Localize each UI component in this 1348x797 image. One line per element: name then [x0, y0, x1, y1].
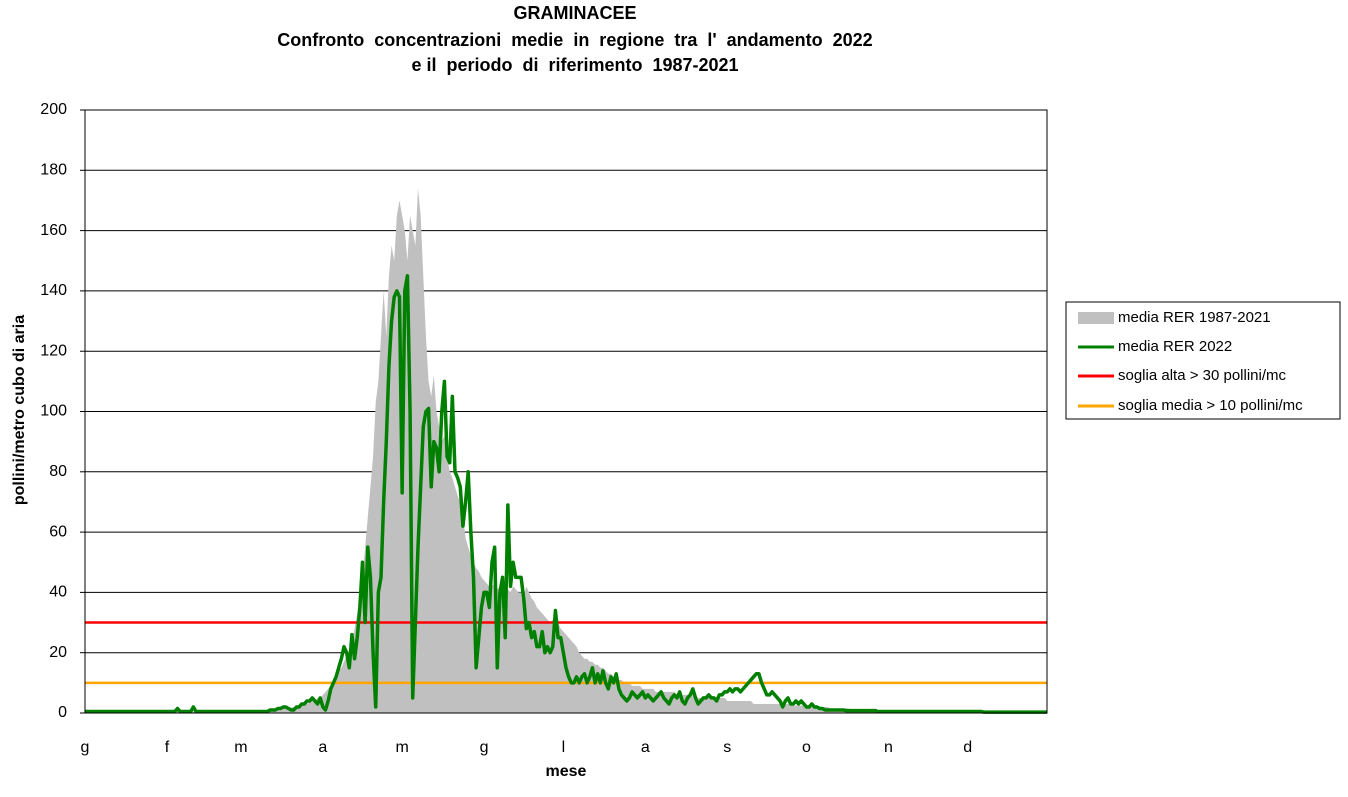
chart-title: GRAMINACEE: [513, 3, 636, 23]
area: [85, 188, 1047, 713]
plot-frame: [84, 109, 1048, 714]
y-tick-label: 140: [40, 282, 67, 299]
y-tick-label: 0: [58, 704, 67, 721]
chart-subtitle: e il periodo di riferimento 1987-2021: [411, 55, 738, 75]
x-tick-label: m: [395, 739, 408, 756]
y-tick-label: 60: [49, 523, 67, 540]
legend-label: soglia alta > 30 pollini/mc: [1118, 367, 1287, 384]
x-tick-label: g: [480, 739, 489, 756]
x-tick-label: s: [723, 739, 731, 756]
y-tick-label: 20: [49, 644, 67, 661]
x-tick-label: n: [884, 739, 893, 756]
x-tick-label: m: [234, 739, 247, 756]
legend-label: soglia media > 10 pollini/mc: [1118, 397, 1303, 414]
x-axis-label: mese: [546, 763, 587, 780]
y-axis-label: pollini/metro cubo di aria: [11, 315, 28, 505]
y-tick-label: 180: [40, 162, 67, 179]
x-tick-label: o: [802, 739, 811, 756]
y-tick-label: 200: [40, 101, 67, 118]
legend-swatch: [1078, 312, 1114, 324]
x-tick-label: d: [963, 739, 972, 756]
y-tick-label: 100: [40, 403, 67, 420]
legend-label: media RER 2022: [1118, 338, 1232, 355]
x-tick-label: a: [641, 739, 650, 756]
line: [85, 274, 1047, 714]
x-tick-label: a: [318, 739, 327, 756]
legend-label: media RER 1987-2021: [1118, 309, 1271, 326]
x-tick-label: g: [81, 739, 90, 756]
x-tick-label: f: [165, 739, 170, 756]
y-tick-label: 40: [49, 584, 67, 601]
y-tick-label: 160: [40, 222, 67, 239]
x-tick-label: l: [562, 739, 566, 756]
chart-subtitle: Confronto concentrazioni medie in region…: [277, 30, 872, 50]
y-tick-label: 80: [49, 463, 67, 480]
y-tick-label: 120: [40, 342, 67, 359]
